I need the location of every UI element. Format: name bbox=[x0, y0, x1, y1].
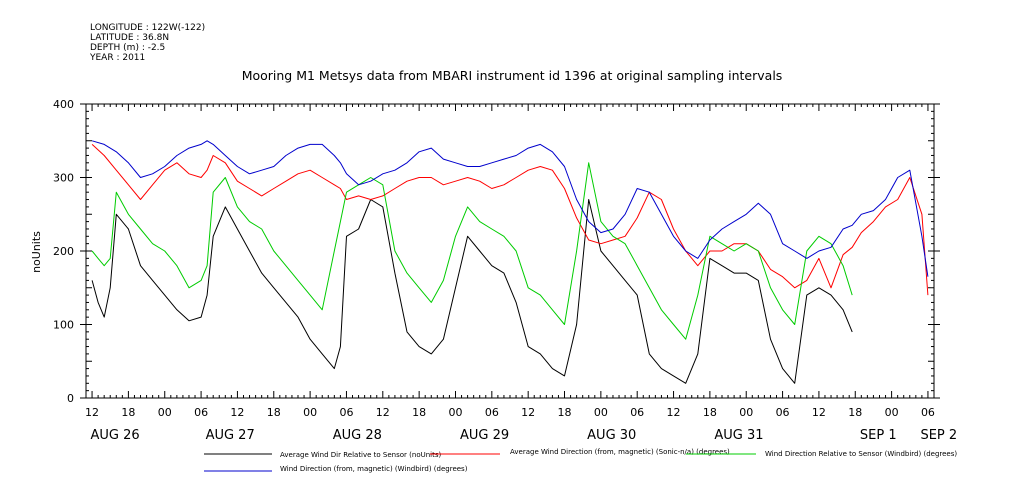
metadata-block: LONGITUDE : 122W(-122) LATITUDE : 36.8N … bbox=[89, 23, 205, 63]
latitude-label: LATITUDE : 36.8N bbox=[90, 33, 169, 43]
series-line-2 bbox=[91, 162, 853, 340]
y-tick-label: 300 bbox=[53, 172, 74, 185]
y-tick-label: 400 bbox=[53, 98, 74, 111]
series-layer bbox=[91, 140, 929, 384]
x-tick-label: 00 bbox=[594, 406, 608, 419]
x-tick-label: 06 bbox=[776, 406, 790, 419]
x-date-label: SEP 2 bbox=[920, 428, 957, 443]
legend-label-2: Wind Direction Relative to Sensor (Windb… bbox=[765, 450, 957, 458]
x-tick-label: 00 bbox=[448, 406, 462, 419]
x-tick-label: 00 bbox=[739, 406, 753, 419]
y-tick-label: 0 bbox=[67, 392, 74, 405]
y-tick-label: 100 bbox=[53, 319, 74, 332]
x-tick-label: 18 bbox=[703, 406, 717, 419]
series-line-3 bbox=[91, 140, 929, 277]
x-tick-label: 12 bbox=[667, 406, 681, 419]
year-label: YEAR : 2011 bbox=[89, 53, 145, 63]
x-date-label: AUG 31 bbox=[714, 428, 763, 443]
longitude-label: LONGITUDE : 122W(-122) bbox=[90, 23, 205, 33]
x-date-label: AUG 28 bbox=[333, 428, 382, 443]
legend-label-0: Average Wind Dir Relative to Sensor (noU… bbox=[280, 451, 441, 459]
x-tick-label: 18 bbox=[267, 406, 281, 419]
x-date-label: AUG 26 bbox=[90, 428, 139, 443]
x-date-label: AUG 27 bbox=[206, 428, 255, 443]
x-tick-label: 12 bbox=[521, 406, 535, 419]
x-tick-label: 06 bbox=[485, 406, 499, 419]
x-tick-label: 06 bbox=[339, 406, 353, 419]
y-tick-label: 200 bbox=[53, 245, 74, 258]
x-date-label: AUG 30 bbox=[587, 428, 636, 443]
axes-layer: 0 100 200 300 400 12 18 00 06 12 18 00 06 12 18 00 06 12 1… bbox=[53, 98, 957, 443]
series-line-1 bbox=[91, 144, 929, 296]
x-tick-label: 06 bbox=[921, 406, 935, 419]
x-tick-label: 00 bbox=[303, 406, 317, 419]
legend-label-3: Wind Direction (from, magnetic) (Windbir… bbox=[280, 465, 468, 473]
x-tick-label: 06 bbox=[630, 406, 644, 419]
x-tick-label: 12 bbox=[376, 406, 390, 419]
series-line-0 bbox=[91, 199, 853, 384]
x-tick-label: 12 bbox=[812, 406, 826, 419]
x-date-label: SEP 1 bbox=[860, 428, 897, 443]
x-tick-label: 00 bbox=[885, 406, 899, 419]
legend-label-1: Average Wind Direction (from, magnetic) … bbox=[510, 448, 730, 456]
x-tick-label: 06 bbox=[194, 406, 208, 419]
x-tick-label: 18 bbox=[848, 406, 862, 419]
legend: Average Wind Dir Relative to Sensor (noU… bbox=[204, 448, 957, 473]
x-tick-label: 18 bbox=[558, 406, 572, 419]
depth-label: DEPTH (m) : -2.5 bbox=[90, 43, 165, 53]
x-tick-label: 18 bbox=[412, 406, 426, 419]
x-tick-label: 12 bbox=[85, 406, 99, 419]
x-tick-label: 18 bbox=[121, 406, 135, 419]
y-axis-label: noUnits bbox=[30, 231, 43, 273]
x-date-label: AUG 29 bbox=[460, 428, 509, 443]
x-tick-label: 00 bbox=[158, 406, 172, 419]
x-tick-label: 12 bbox=[230, 406, 244, 419]
chart-title: Mooring M1 Metsys data from MBARI instru… bbox=[242, 68, 783, 83]
